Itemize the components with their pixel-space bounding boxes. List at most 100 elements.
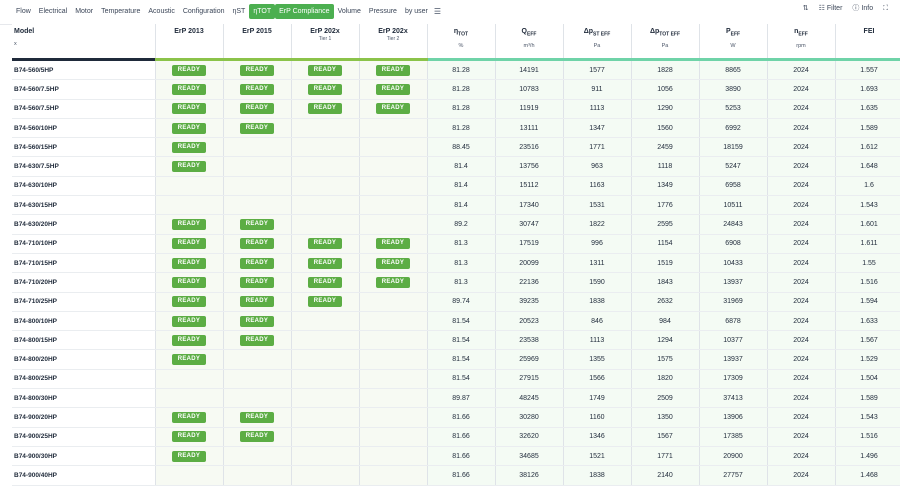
table-row[interactable]: B74-900/40HP 81.66 38126 1838 2140 27757 2024 1… xyxy=(12,465,900,486)
n-eff-cell: 2024 xyxy=(767,79,836,100)
list-icon[interactable]: ☰ xyxy=(433,7,442,16)
erp-202x-tier1-cell xyxy=(291,427,360,447)
erp-2015-cell xyxy=(223,195,292,216)
ready-badge: READY xyxy=(172,354,206,366)
model-cell: B74-560/5HP xyxy=(12,59,156,81)
header-dp-tot-eff[interactable]: ΔpTOT EFF Pa xyxy=(631,24,700,61)
info-button[interactable]: ⓘ Info xyxy=(852,4,873,13)
q-eff-cell: 39235 xyxy=(495,292,564,312)
eta-tot-cell: 89.87 xyxy=(427,388,496,409)
table-row[interactable]: B74-630/7.5HP READY 81.4 13756 963 1118 5247 20… xyxy=(12,156,900,177)
table-row[interactable]: B74-900/20HP READY READY 81.66 30280 1160 1350… xyxy=(12,407,900,428)
dp-st-eff-cell: 846 xyxy=(563,311,632,332)
header-fei[interactable]: FEI xyxy=(835,24,900,61)
table-row[interactable]: B74-710/10HP READY READY READY READY 81.3 1751… xyxy=(12,234,900,254)
header-erp-2015[interactable]: ErP 2015 xyxy=(223,24,292,61)
table-row[interactable]: B74-560/15HP READY 88.45 23516 1771 2459 18159… xyxy=(12,137,900,158)
model-cell: B74-710/10HP xyxy=(12,234,156,254)
tab-erp-compliance[interactable]: ErP Compliance xyxy=(275,4,334,19)
erp-2015-cell: READY xyxy=(223,292,292,312)
eta-tot-cell: 81.28 xyxy=(427,79,496,100)
tab-acoustic[interactable]: Acoustic xyxy=(148,8,175,15)
tab-flow[interactable]: Flow xyxy=(16,8,31,15)
q-eff-cell: 11919 xyxy=(495,99,564,119)
expand-button[interactable]: ⛶ xyxy=(883,4,888,13)
q-eff-cell: 30747 xyxy=(495,214,564,235)
n-eff-cell: 2024 xyxy=(767,465,836,486)
results-table: Model x ErP 2013 ErP 2015 ErP 202x Tier 1 … xyxy=(12,24,900,486)
eta-tot-cell: 81.66 xyxy=(427,465,496,486)
header-eta-tot[interactable]: ηTOT% xyxy=(427,24,496,61)
tab-eta-tot[interactable]: ηTOT xyxy=(249,4,276,19)
table-row[interactable]: B74-900/25HP READY READY 81.66 32620 1346 1567… xyxy=(12,427,900,447)
ready-badge: READY xyxy=(240,431,274,443)
table-body: B74-560/5HP READY READY READY READY 81.28 1419… xyxy=(12,59,900,486)
erp-2015-cell: READY xyxy=(223,272,292,293)
erp-202x-tier1-cell: READY xyxy=(291,99,360,119)
table-row[interactable]: B74-800/15HP READY READY 81.54 23538 1113 1294… xyxy=(12,330,900,351)
header-dpst-sub: ST EFF xyxy=(593,31,611,38)
tab-temperature[interactable]: Temperature xyxy=(101,8,141,15)
ready-badge: READY xyxy=(240,219,274,231)
erp-2013-cell xyxy=(155,369,224,390)
table-row[interactable]: B74-630/20HP READY READY 89.2 30747 1822 2595 2… xyxy=(12,214,900,235)
table-row[interactable]: B74-800/30HP 89.87 48245 1749 2509 37413 2024 1… xyxy=(12,388,900,409)
header-model[interactable]: Model x xyxy=(12,24,156,60)
tab-motor[interactable]: Motor xyxy=(75,8,94,15)
eta-tot-cell: 81.4 xyxy=(427,156,496,177)
header-erp-202x-tier2[interactable]: ErP 202x Tier 2 xyxy=(359,24,428,61)
dp-tot-eff-cell: 1828 xyxy=(631,59,700,81)
table-row[interactable]: B74-630/10HP 81.4 15112 1163 1349 6958 2024 1.6 xyxy=(12,176,900,197)
filter-button[interactable]: ☷ Filter xyxy=(819,4,843,13)
table-row[interactable]: B74-800/25HP 81.54 27915 1566 1820 17309 2024 1… xyxy=(12,369,900,390)
table-row[interactable]: B74-560/7.5HP READY READY READY READY 81.28 10… xyxy=(12,79,900,100)
erp-202x-tier2-cell xyxy=(359,118,428,139)
ready-badge: READY xyxy=(240,296,274,308)
dp-tot-eff-cell: 1776 xyxy=(631,195,700,216)
ready-badge: READY xyxy=(172,238,206,250)
q-eff-cell: 20099 xyxy=(495,253,564,274)
fei-cell: 1.55 xyxy=(835,253,900,274)
erp-202x-tier2-cell xyxy=(359,388,428,409)
tab-volume[interactable]: Volume xyxy=(337,8,361,15)
header-dp-st-eff[interactable]: ΔpST EFF Pa xyxy=(563,24,632,61)
eta-tot-cell: 81.28 xyxy=(427,59,496,81)
p-eff-cell: 5253 xyxy=(699,99,768,119)
header-erp-202x-tier1[interactable]: ErP 202x Tier 1 xyxy=(291,24,360,61)
tab-by-user[interactable]: by user xyxy=(404,8,428,15)
q-eff-cell: 27915 xyxy=(495,369,564,390)
sort-button[interactable]: ⇅ xyxy=(803,4,809,13)
p-eff-cell: 31969 xyxy=(699,292,768,312)
fei-cell: 1.633 xyxy=(835,311,900,332)
ready-badge: READY xyxy=(240,276,274,288)
tab-pressure[interactable]: Pressure xyxy=(368,8,397,15)
n-eff-cell: 2024 xyxy=(767,195,836,216)
dp-st-eff-cell: 1822 xyxy=(563,214,632,235)
tab-eta-st[interactable]: ηST xyxy=(232,8,246,15)
ready-badge: READY xyxy=(376,103,410,115)
erp-202x-tier1-cell: READY xyxy=(291,79,360,100)
table-row[interactable]: B74-900/30HP READY 81.66 34685 1521 1771 20900… xyxy=(12,446,900,467)
table-row[interactable]: B74-800/20HP READY 81.54 25969 1355 1575 13937… xyxy=(12,349,900,370)
header-p-eff[interactable]: PEFF W xyxy=(699,24,768,61)
p-eff-cell: 13937 xyxy=(699,349,768,370)
table-row[interactable]: B74-560/5HP READY READY READY READY 81.28 1419… xyxy=(12,59,900,81)
table-row[interactable]: B74-560/7.5HP READY READY READY READY 81.28 11… xyxy=(12,99,900,119)
table-row[interactable]: B74-710/25HP READY READY READY 89.74 39235 183… xyxy=(12,292,900,312)
header-erp-2013[interactable]: ErP 2013 xyxy=(155,24,224,61)
ready-badge: READY xyxy=(172,219,206,231)
erp-2013-cell: READY xyxy=(155,99,224,119)
p-eff-cell: 27757 xyxy=(699,465,768,486)
table-row[interactable]: B74-710/15HP READY READY READY READY 81.3 2009… xyxy=(12,253,900,274)
eta-tot-cell: 81.66 xyxy=(427,407,496,428)
table-row[interactable]: B74-800/10HP READY READY 81.54 20523 846 984 68… xyxy=(12,311,900,332)
tab-configuration[interactable]: Configuration xyxy=(182,8,225,15)
header-q-eff[interactable]: QEFF m³/h xyxy=(495,24,564,61)
tab-electrical[interactable]: Electrical xyxy=(38,8,68,15)
header-n-eff[interactable]: nEFF rpm xyxy=(767,24,836,61)
table-row[interactable]: B74-710/20HP READY READY READY READY 81.3 2213… xyxy=(12,272,900,293)
dp-st-eff-cell: 911 xyxy=(563,79,632,100)
erp-2013-cell: READY xyxy=(155,59,224,81)
table-row[interactable]: B74-630/15HP 81.4 17340 1531 1776 10511 2024 1.… xyxy=(12,195,900,216)
table-row[interactable]: B74-560/10HP READY READY 81.28 13111 1347 1560… xyxy=(12,118,900,139)
